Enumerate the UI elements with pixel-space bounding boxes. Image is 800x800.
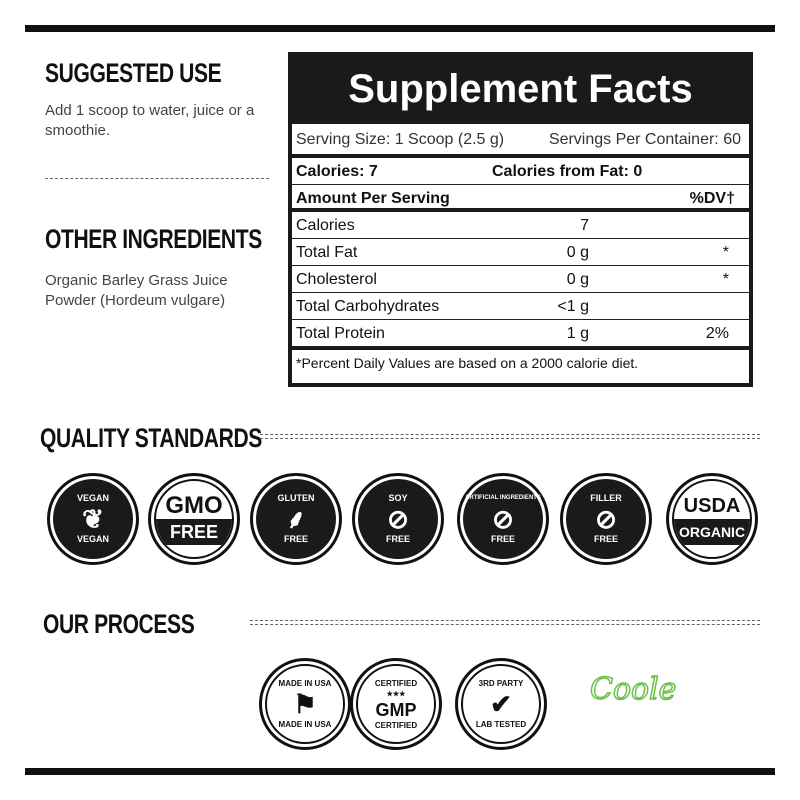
badge-top: USDA: [683, 495, 741, 517]
badge-bottom: FREE: [593, 534, 618, 544]
our-process-heading: OUR PROCESS: [43, 609, 195, 639]
nutrient-row: Cholesterol 0 g *: [292, 266, 749, 293]
serving-size: Serving Size: 1 Scoop (2.5 g): [296, 131, 505, 148]
nutrient-row: Total Fat 0 g *: [292, 239, 749, 266]
stars-icon: ★★★: [386, 690, 406, 698]
badge-top: 3RD PARTY: [478, 679, 524, 688]
soybean-icon: ⊘: [387, 504, 409, 534]
process-badge: MADE IN USA ⚑ MADE IN USA: [259, 658, 351, 750]
nutrient-amount: 1 g: [566, 325, 589, 342]
quality-badge: FILLER ⊘ FREE: [560, 473, 652, 565]
badge-top: CERTIFIED: [374, 678, 418, 688]
divider: [260, 434, 760, 439]
quality-badge: USDA ORGANIC: [666, 473, 758, 565]
process-badge: CERTIFIED ★★★ GMP CERTIFIED: [350, 658, 442, 750]
badge-top: GMO: [165, 492, 223, 519]
badge-bottom: FREE: [385, 534, 410, 544]
badge-top: SOY: [388, 493, 408, 503]
us-flag-icon: ⚑: [293, 689, 317, 719]
nutrient-amount: 0 g: [566, 271, 589, 288]
nutrient-amount: 0 g: [566, 244, 589, 261]
badge-top: ARTIFICIAL INGREDIENTS: [465, 495, 541, 501]
nutrient-name: Cholesterol: [296, 271, 377, 288]
bottom-border: [25, 768, 775, 775]
other-ingredients-text: Organic Barley Grass Juice Powder (Horde…: [45, 272, 228, 309]
quality-badge: ARTIFICIAL INGREDIENTS ⊘ FREE: [457, 473, 549, 565]
leaf-icon: ❦: [82, 504, 104, 534]
nutrient-dv: 2%: [705, 325, 729, 342]
brand-logo: Coole: [589, 671, 677, 708]
divider: [250, 620, 760, 625]
nutrient-amount: 7: [580, 217, 589, 234]
amount-header: Amount Per Serving: [296, 190, 450, 207]
servings-per-container: Servings Per Container: 60: [548, 131, 741, 148]
badge-bottom: MADE IN USA: [278, 720, 332, 729]
dv-header: %DV†: [689, 190, 735, 207]
supplement-facts-title: Supplement Facts: [292, 56, 749, 124]
quality-badge: VEGAN ❦ VEGAN: [47, 473, 139, 565]
quality-standards-heading: QUALITY STANDARDS: [40, 423, 262, 453]
suggested-use-text: Add 1 scoop to water, juice or a smoothi…: [45, 102, 255, 139]
process-badge: 3RD PARTY ✔ LAB TESTED: [455, 658, 547, 750]
checkmark-icon: ✔: [490, 689, 512, 719]
badge-bottom: CERTIFIED: [374, 720, 418, 730]
nutrient-dv: *: [722, 271, 729, 288]
divider: [45, 178, 269, 179]
badge-top: MADE IN USA: [278, 679, 332, 688]
badge-bottom: FREE: [283, 534, 308, 544]
other-ingredients-heading: OTHER INGREDIENTS: [45, 224, 262, 254]
badge-bottom: LAB TESTED: [475, 720, 527, 729]
badge-top: GLUTEN: [277, 493, 315, 503]
badge-top: VEGAN: [76, 493, 109, 503]
nutrient-row: Total Protein 1 g 2%: [292, 320, 749, 347]
nutrient-row: Calories 7: [292, 212, 749, 239]
nutrient-row: Total Carbohydrates <1 g: [292, 293, 749, 320]
nutrient-name: Total Fat: [296, 244, 358, 261]
badge-bottom: VEGAN: [76, 534, 109, 544]
suggested-use-heading: SUGGESTED USE: [45, 58, 222, 88]
quality-badge: GMO FREE: [148, 473, 240, 565]
calories-summary: Calories: 7: [296, 163, 378, 180]
badge-bottom: FREE: [156, 519, 232, 545]
badge-top: FILLER: [590, 493, 622, 503]
calories-from-fat: Calories from Fat: 0: [492, 163, 643, 180]
badge-center: GMP: [375, 699, 417, 720]
syringe-icon: ⊘: [595, 504, 617, 534]
nutrient-name: Total Carbohydrates: [296, 298, 440, 315]
nutrient-name: Total Protein: [296, 325, 385, 342]
nutrient-dv: *: [722, 244, 729, 261]
quality-badge: SOY ⊘ FREE: [352, 473, 444, 565]
badge-bottom: ORGANIC: [674, 519, 750, 545]
nutrient-name: Calories: [296, 217, 355, 234]
dropper-icon: ⊘: [492, 504, 514, 534]
top-border: [25, 25, 775, 32]
badge-bottom: FREE: [490, 534, 515, 544]
footnote: *Percent Daily Values are based on a 200…: [296, 355, 639, 371]
nutrient-amount: <1 g: [557, 298, 589, 315]
supplement-facts-panel: Supplement Facts Serving Size: 1 Scoop (…: [288, 52, 753, 387]
wheat-icon: ⸙: [286, 504, 306, 534]
quality-badge: GLUTEN ⸙ FREE: [250, 473, 342, 565]
